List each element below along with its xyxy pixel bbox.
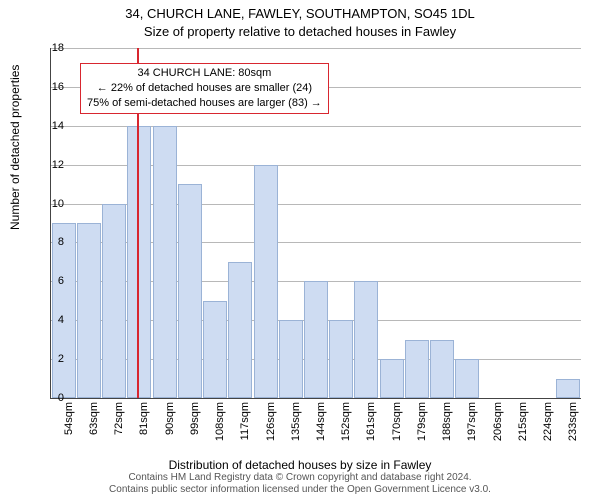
histogram-bar bbox=[153, 126, 177, 398]
chart-title-main: 34, CHURCH LANE, FAWLEY, SOUTHAMPTON, SO… bbox=[0, 6, 600, 21]
y-tick-label: 8 bbox=[34, 236, 64, 248]
histogram-bar bbox=[380, 359, 404, 398]
y-tick-label: 10 bbox=[34, 198, 64, 210]
histogram-bar bbox=[228, 262, 252, 398]
x-axis-label: Distribution of detached houses by size … bbox=[0, 458, 600, 472]
histogram-bar bbox=[102, 204, 126, 398]
annotation-box: 34 CHURCH LANE: 80sqm← 22% of detached h… bbox=[80, 63, 329, 114]
histogram-bar bbox=[254, 165, 278, 398]
x-tick-label: 126sqm bbox=[265, 402, 277, 450]
annotation-line: 75% of semi-detached houses are larger (… bbox=[87, 96, 322, 111]
histogram-bar bbox=[405, 340, 429, 398]
histogram-bar bbox=[354, 281, 378, 398]
x-tick-label: 170sqm bbox=[391, 402, 403, 450]
x-tick-label: 152sqm bbox=[340, 402, 352, 450]
x-tick-label: 161sqm bbox=[365, 402, 377, 450]
histogram-bar bbox=[203, 301, 227, 398]
y-tick-label: 2 bbox=[34, 353, 64, 365]
x-tick-label: 72sqm bbox=[113, 402, 125, 450]
x-tick-label: 135sqm bbox=[290, 402, 302, 450]
histogram-bar bbox=[304, 281, 328, 398]
x-tick-label: 117sqm bbox=[239, 402, 251, 450]
histogram-bar bbox=[127, 126, 151, 398]
x-tick-label: 99sqm bbox=[189, 402, 201, 450]
histogram-bar bbox=[556, 379, 580, 398]
histogram-bar bbox=[279, 320, 303, 398]
x-tick-label: 224sqm bbox=[542, 402, 554, 450]
histogram-bar bbox=[329, 320, 353, 398]
y-tick-label: 12 bbox=[34, 159, 64, 171]
y-tick-label: 0 bbox=[34, 392, 64, 404]
annotation-line: ← 22% of detached houses are smaller (24… bbox=[87, 81, 322, 96]
footer-line-1: Contains HM Land Registry data © Crown c… bbox=[0, 472, 600, 484]
footer-line-2: Contains public sector information licen… bbox=[0, 484, 600, 496]
x-tick-label: 188sqm bbox=[441, 402, 453, 450]
y-tick-label: 6 bbox=[34, 275, 64, 287]
x-tick-label: 81sqm bbox=[138, 402, 150, 450]
histogram-bar bbox=[178, 184, 202, 398]
x-tick-label: 179sqm bbox=[416, 402, 428, 450]
x-tick-label: 63sqm bbox=[88, 402, 100, 450]
y-tick-label: 16 bbox=[34, 81, 64, 93]
x-tick-label: 144sqm bbox=[315, 402, 327, 450]
x-tick-label: 197sqm bbox=[466, 402, 478, 450]
x-tick-label: 215sqm bbox=[517, 402, 529, 450]
x-tick-label: 233sqm bbox=[567, 402, 579, 450]
x-tick-label: 108sqm bbox=[214, 402, 226, 450]
x-tick-label: 206sqm bbox=[492, 402, 504, 450]
annotation-line: 34 CHURCH LANE: 80sqm bbox=[87, 66, 322, 81]
y-tick-label: 4 bbox=[34, 314, 64, 326]
y-tick-label: 14 bbox=[34, 120, 64, 132]
histogram-bar bbox=[455, 359, 479, 398]
histogram-bar bbox=[430, 340, 454, 398]
x-tick-label: 90sqm bbox=[164, 402, 176, 450]
y-tick-label: 18 bbox=[34, 42, 64, 54]
chart-footer: Contains HM Land Registry data © Crown c… bbox=[0, 472, 600, 496]
histogram-bar bbox=[77, 223, 101, 398]
y-axis-label: Number of detached properties bbox=[8, 65, 22, 230]
histogram-bar bbox=[52, 223, 76, 398]
grid-line bbox=[51, 48, 581, 49]
x-tick-label: 54sqm bbox=[63, 402, 75, 450]
chart-title-sub: Size of property relative to detached ho… bbox=[0, 24, 600, 39]
